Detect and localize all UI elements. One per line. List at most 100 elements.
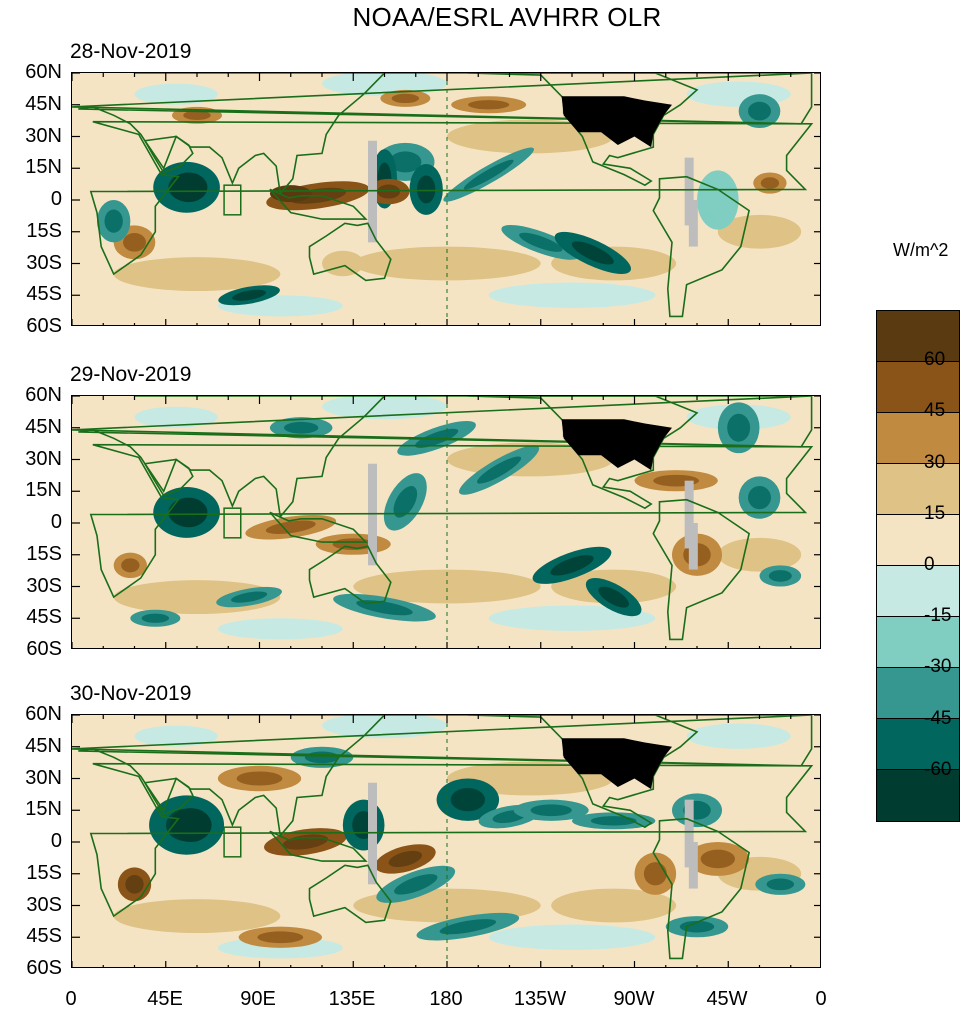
us-mask [561,738,672,790]
colorbar-swatch [877,617,959,668]
missing-data [368,782,377,885]
olr-anomaly-region [551,888,677,923]
olr-anomaly-region [488,924,656,950]
olr-anomaly-core [121,558,140,573]
us-mask [561,96,672,148]
panel-date-3: 30-Nov-2019 [70,682,192,705]
lat-label: 30N [25,766,62,789]
olr-anomaly-core [768,570,792,582]
island-outline [223,184,242,216]
olr-anomaly-core [417,175,436,204]
olr-anomaly-core [394,874,438,895]
colorbar-swatch [877,311,959,362]
island-outline [223,507,242,539]
olr-anomaly-region [134,83,218,105]
lon-label-45e: 45E [147,988,183,1010]
panel-date-1: 28-Nov-2019 [70,40,192,63]
lat-label: 60N [25,384,62,406]
olr-anomaly-core [598,586,629,608]
coastline [800,396,813,448]
olr-anomaly-core [643,862,667,886]
island-outline [223,826,242,858]
colorbar [876,310,960,822]
coastline [652,175,751,318]
lat-label: 45N [25,92,62,115]
coastline [72,715,812,838]
lat-label: 0 [50,188,62,210]
lat-label: 15N [25,156,62,179]
colorbar-label: -60 [924,758,952,780]
olr-anomaly-core [571,241,614,265]
olr-anomaly-core [477,456,522,484]
colorbar-swatch [877,362,959,413]
olr-anomaly-core [468,100,510,110]
olr-anomaly-region [488,282,656,308]
olr-anomaly-core [356,600,413,616]
lat-label: 30S [26,574,62,597]
olr-anomaly-core [748,485,771,510]
missing-data [688,523,698,570]
colorbar-swatch [877,719,959,770]
olr-anomaly-core [377,184,401,199]
lat-label: 45S [26,283,62,306]
olr-anomaly-region [113,899,281,934]
missing-data [688,842,698,889]
colorbar-swatch [877,413,959,464]
olr-anomaly-core [231,591,268,603]
olr-anomaly-region [488,605,656,631]
olr-anomaly-core [393,486,418,518]
lon-label-135e: 135E [328,988,376,1010]
coastline [308,545,392,605]
olr-anomaly-core [183,110,211,120]
colorbar-label: 30 [924,451,946,473]
coastline [72,73,812,196]
olr-anomaly-core [232,289,267,301]
panel-date-2: 29-Nov-2019 [70,363,192,386]
olr-anomaly-region [217,618,343,640]
lon-label-45w: 45W [706,988,748,1010]
olr-anomaly-core [178,179,199,196]
coastline [89,120,814,276]
colorbar-swatch [877,566,959,617]
coastline [308,864,392,924]
olr-anomaly-core [519,232,563,252]
olr-anomaly-core [123,233,146,252]
olr-anomaly-core [439,919,497,935]
olr-anomaly-core [450,788,486,812]
chart-title: NOAA/ESRL AVHRR OLR [352,2,662,32]
missing-data [684,799,694,868]
colorbar-swatch [877,770,959,821]
lon-label-0: 0 [65,988,77,1010]
olr-anomaly-core [679,920,715,933]
colorbar-label: -15 [924,605,952,627]
olr-anomaly-core [590,816,637,826]
olr-anomaly-region [353,569,541,604]
olr-anomaly-core [104,209,123,233]
olr-anomaly-region [322,250,364,277]
olr-anomaly-region [134,725,218,747]
lat-label: 45S [26,606,62,629]
olr-anomaly-core [388,850,423,868]
olr-anomaly-core [178,504,199,521]
missing-data [688,200,698,247]
map-panel-3 [71,714,821,968]
lat-label: 45N [25,734,62,757]
colorbar-label: 15 [924,502,946,524]
colorbar-swatch [877,515,959,566]
olr-anomaly-region [686,723,791,749]
olr-anomaly-core [257,931,304,944]
coastline [652,817,751,960]
coastline [652,498,751,641]
colorbar-label: 45 [924,400,946,422]
olr-anomaly-core [141,613,170,623]
coastline [308,222,392,282]
olr-anomaly-core [530,804,572,817]
lat-label: 45N [25,415,62,438]
missing-data [684,480,694,549]
coastline [89,443,814,599]
coastline [72,396,812,519]
coastline [89,762,814,918]
coastline [269,830,368,862]
lat-label: 15S [26,542,62,565]
us-mask [561,419,672,471]
